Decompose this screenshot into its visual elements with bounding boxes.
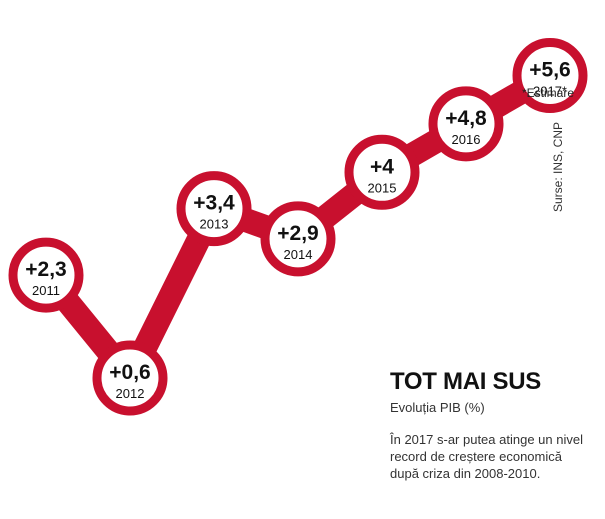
year-label: 2013 [200, 217, 229, 232]
value-label: +0,6 [109, 361, 150, 384]
value-label: +3,4 [193, 192, 235, 215]
data-point-2012: +0,6 2012 [92, 340, 168, 416]
year-label: 2016 [452, 132, 481, 147]
point-marker [428, 86, 504, 162]
footnote-estimate: *Estimare [522, 86, 575, 100]
point-marker [512, 38, 588, 113]
value-label: +2,3 [25, 258, 66, 281]
point-marker [8, 237, 84, 313]
year-label: 2014 [284, 247, 313, 262]
title-block: TOT MAI SUS Evoluția PIB (%) În 2017 s-a… [390, 368, 590, 482]
point-marker [260, 201, 336, 277]
year-label: 2011 [32, 283, 60, 298]
data-point-2017: +5,6 2017* [512, 38, 588, 113]
point-marker [176, 171, 252, 247]
chart-description: În 2017 s-ar putea atinge un nivel recor… [390, 432, 583, 481]
value-label: +4 [370, 155, 394, 178]
chart-subtitle: Evoluția PIB (%) [390, 400, 485, 415]
data-point-2014: +2,9 2014 [260, 201, 336, 277]
data-point-2013: +3,4 2013 [176, 171, 252, 247]
year-label: 2017* [533, 84, 567, 99]
source-label: Surse: INS, CNP [551, 121, 565, 213]
data-point-2011: +2,3 2011 [8, 237, 84, 313]
value-label: +2,9 [277, 222, 318, 245]
data-point-2015: +4 2015 [344, 134, 420, 210]
year-label: 2012 [116, 386, 145, 401]
data-point-2016: +4,8 2016 [428, 86, 504, 162]
year-label: 2015 [368, 180, 397, 195]
value-label: +5,6 [529, 59, 570, 82]
point-marker [344, 134, 420, 210]
point-marker [92, 340, 168, 416]
chart-title: TOT MAI SUS [390, 368, 541, 395]
value-label: +4,8 [445, 107, 487, 130]
